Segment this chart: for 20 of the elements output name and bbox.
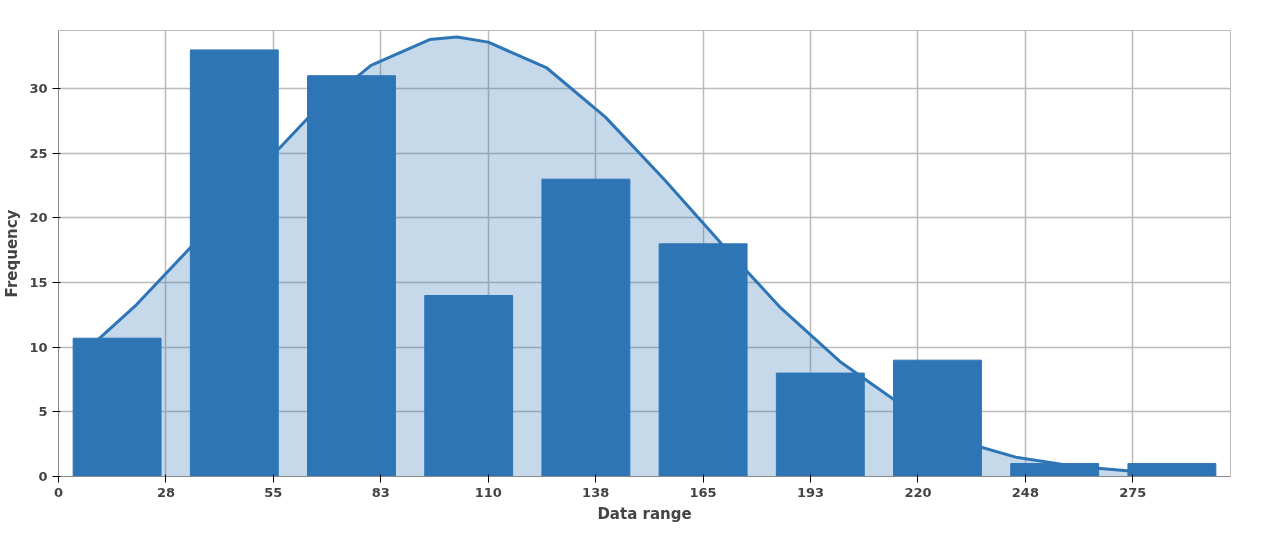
x-tick-label: 220 — [904, 484, 932, 500]
y-tick-label: 20 — [29, 210, 48, 226]
x-tick-label: 83 — [371, 484, 390, 500]
x-tick-label: 248 — [1011, 484, 1039, 500]
x-tick-label: 165 — [689, 484, 717, 500]
y-tick-label: 15 — [29, 275, 48, 291]
y-tick-label: 30 — [29, 81, 48, 97]
x-tick-label: 110 — [474, 484, 502, 500]
y-tick-label: 5 — [38, 404, 48, 420]
x-tick-label: 0 — [53, 484, 64, 500]
x-axis-title: Data range — [597, 504, 692, 523]
y-tick-label: 25 — [29, 145, 48, 161]
x-tick-label: 55 — [264, 484, 283, 500]
y-axis-title: Frequency — [3, 209, 22, 298]
x-tick-label: 275 — [1119, 484, 1147, 500]
x-tick-label: 28 — [156, 484, 175, 500]
y-tick-label: 10 — [29, 339, 48, 355]
x-tick-label: 138 — [582, 484, 610, 500]
y-tick-label: 0 — [38, 469, 48, 484]
x-tick-label: 193 — [796, 484, 825, 500]
